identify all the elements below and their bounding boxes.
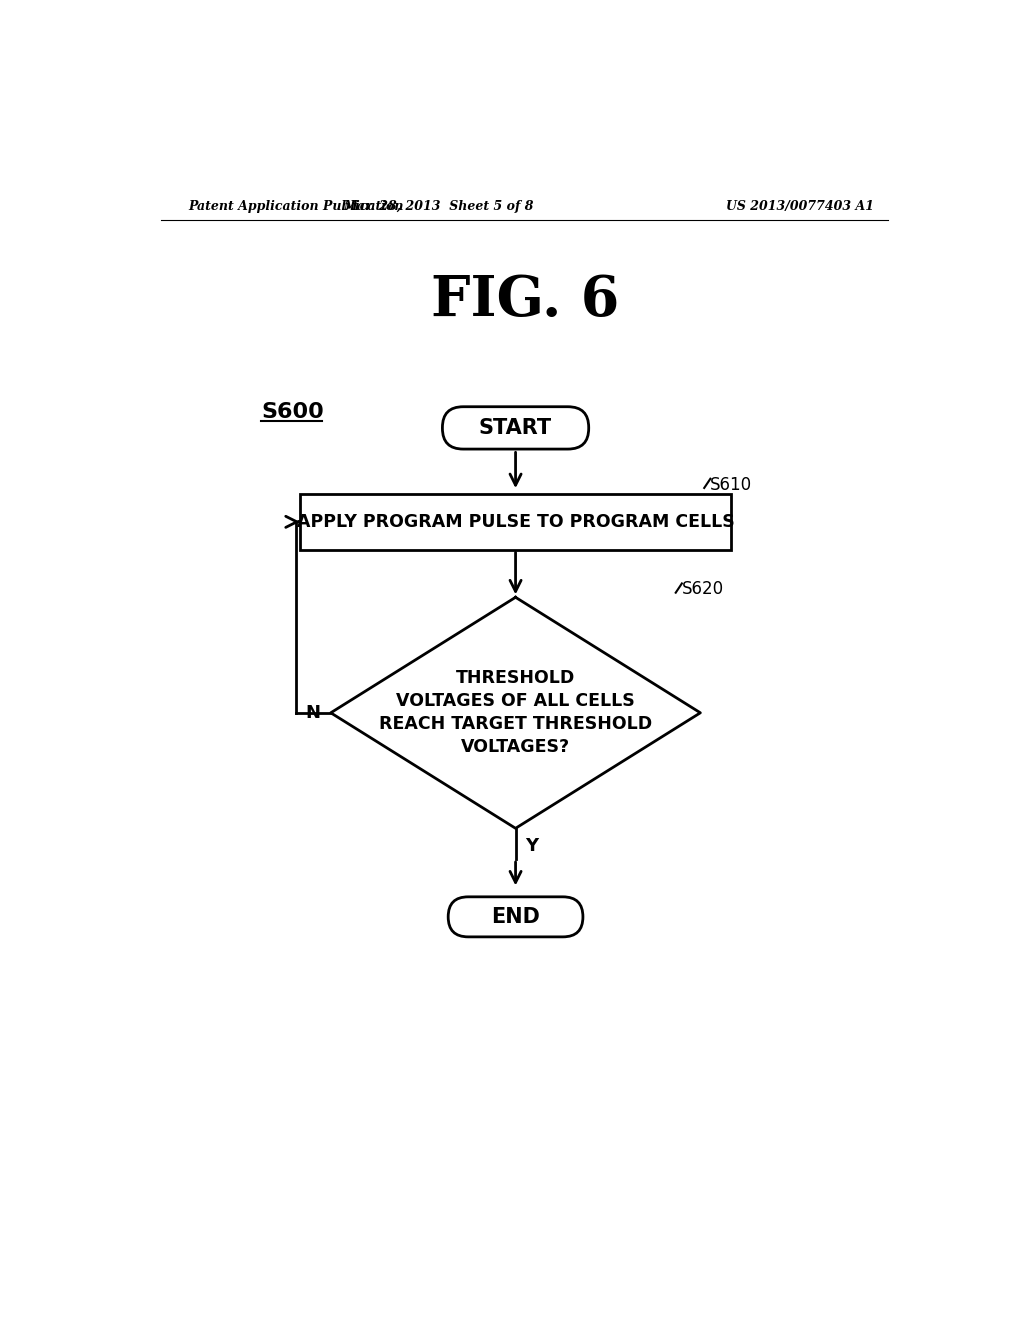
Text: US 2013/0077403 A1: US 2013/0077403 A1 xyxy=(726,199,874,213)
Text: VOLTAGES OF ALL CELLS: VOLTAGES OF ALL CELLS xyxy=(396,692,635,710)
Text: Mar. 28, 2013  Sheet 5 of 8: Mar. 28, 2013 Sheet 5 of 8 xyxy=(343,199,534,213)
Text: S620: S620 xyxy=(682,579,724,598)
Text: N: N xyxy=(305,704,319,722)
Text: APPLY PROGRAM PULSE TO PROGRAM CELLS: APPLY PROGRAM PULSE TO PROGRAM CELLS xyxy=(297,513,734,531)
Text: Patent Application Publication: Patent Application Publication xyxy=(188,199,403,213)
Text: THRESHOLD: THRESHOLD xyxy=(456,669,575,688)
Text: S600: S600 xyxy=(261,403,325,422)
Text: Y: Y xyxy=(524,837,538,855)
Text: VOLTAGES?: VOLTAGES? xyxy=(461,738,570,756)
Text: START: START xyxy=(479,418,552,438)
Text: END: END xyxy=(492,907,540,927)
FancyBboxPatch shape xyxy=(300,494,731,549)
FancyBboxPatch shape xyxy=(442,407,589,449)
Text: S610: S610 xyxy=(711,477,753,494)
FancyBboxPatch shape xyxy=(449,896,583,937)
Text: FIG. 6: FIG. 6 xyxy=(431,273,618,329)
Text: REACH TARGET THRESHOLD: REACH TARGET THRESHOLD xyxy=(379,715,652,734)
